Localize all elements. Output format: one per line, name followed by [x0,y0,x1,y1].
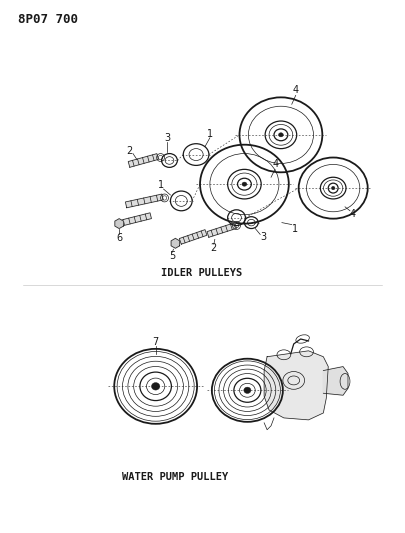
Polygon shape [126,194,163,208]
Ellipse shape [331,187,335,190]
Polygon shape [115,219,124,229]
Text: 6: 6 [116,233,122,244]
Ellipse shape [242,182,247,186]
Text: 2: 2 [126,146,132,156]
Text: 7: 7 [153,337,159,347]
Text: WATER PUMP PULLEY: WATER PUMP PULLEY [122,472,228,482]
Polygon shape [264,351,328,420]
Polygon shape [323,367,348,395]
Text: 3: 3 [164,133,171,143]
Text: 4: 4 [293,85,299,95]
Text: 1: 1 [207,129,213,139]
Text: 4: 4 [273,159,279,169]
Polygon shape [179,230,207,244]
Ellipse shape [151,383,160,390]
Text: 8P07 700: 8P07 700 [17,13,78,26]
Text: 1: 1 [158,180,164,190]
Text: 3: 3 [260,232,266,243]
Polygon shape [118,213,151,227]
Text: 4: 4 [350,209,356,219]
Polygon shape [207,223,237,237]
Text: 2: 2 [211,243,217,253]
Polygon shape [128,154,158,167]
Text: 1: 1 [292,223,298,233]
Polygon shape [171,238,180,248]
Text: IDLER PULLEYS: IDLER PULLEYS [161,268,243,278]
Text: 5: 5 [169,251,175,261]
Ellipse shape [279,133,284,137]
Ellipse shape [244,387,251,393]
